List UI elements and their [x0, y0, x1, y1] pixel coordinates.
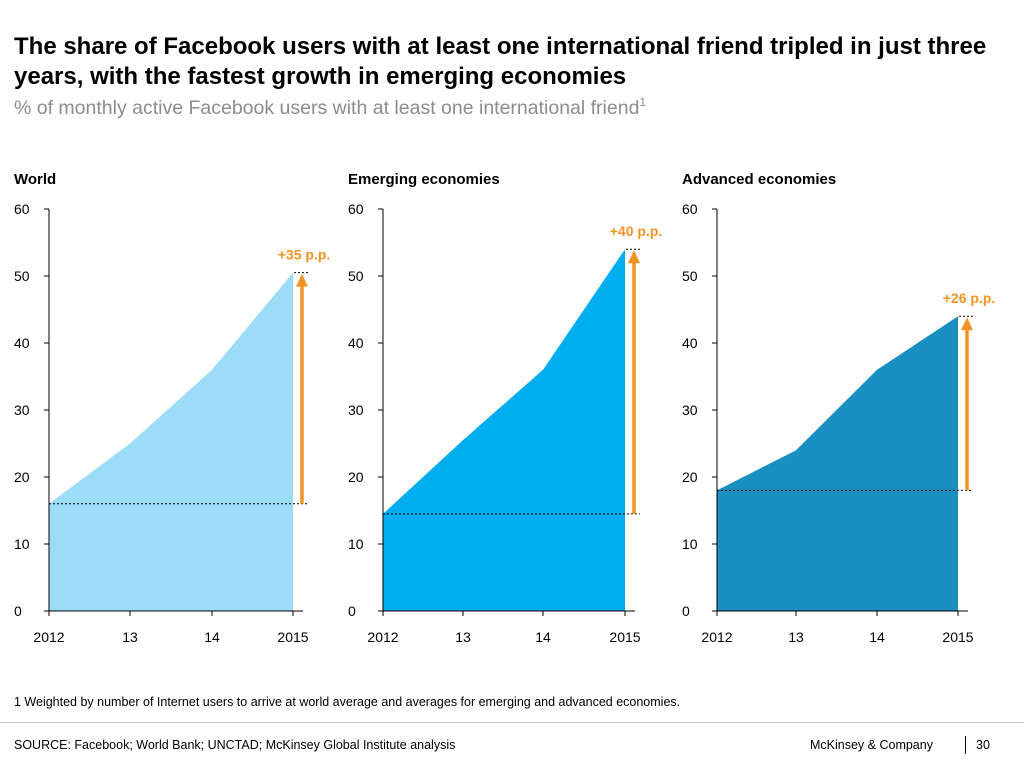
y-tick-label: 40: [14, 335, 30, 351]
slide-subtitle: % of monthly active Facebook users with …: [14, 95, 647, 120]
y-tick-label: 30: [682, 402, 698, 418]
charts-area: 0 10 20 30 40 50 60 2012 13 14 2015 +35 p.p. 0 10 20 30…: [14, 201, 995, 645]
x-tick-label: 2015: [277, 629, 308, 645]
y-tick-label: 0: [682, 603, 690, 619]
page-number: 30: [976, 738, 990, 752]
panel-title-emerging: Emerging economies: [348, 171, 500, 188]
y-tick-label: 60: [14, 201, 30, 217]
y-tick-label: 10: [14, 536, 30, 552]
y-tick-label: 40: [682, 335, 698, 351]
x-tick-label: 2015: [942, 629, 973, 645]
y-tick-label: 50: [682, 268, 698, 284]
area-series: [383, 249, 625, 611]
x-tick-label: 14: [869, 629, 885, 645]
slide-title: The share of Facebook users with at leas…: [14, 33, 987, 90]
x-tick-label: 2012: [701, 629, 732, 645]
chart-panel-0: 0 10 20 30 40 50 60 2012 13 14 2015 +35 p.p.: [14, 201, 330, 645]
y-tick-label: 10: [682, 536, 698, 552]
y-tick-label: 20: [14, 469, 30, 485]
y-tick-label: 20: [348, 469, 364, 485]
source-note: SOURCE: Facebook; World Bank; UNCTAD; Mc…: [14, 738, 456, 752]
panel-title-world: World: [14, 171, 57, 188]
y-tick-label: 30: [14, 402, 30, 418]
x-tick-label: 13: [788, 629, 804, 645]
area-series: [717, 316, 958, 611]
footer-separator: [965, 736, 966, 754]
subtitle-footnote-marker: 1: [639, 95, 647, 109]
y-tick-label: 50: [348, 268, 364, 284]
panel-title-advanced: Advanced economies: [682, 171, 837, 188]
footnote: 1 Weighted by number of Internet users t…: [14, 695, 681, 709]
company-name: McKinsey & Company: [810, 738, 933, 752]
footer-divider: [0, 722, 1024, 723]
growth-arrow-head: [296, 273, 308, 287]
y-tick-label: 0: [348, 603, 356, 619]
x-tick-label: 2012: [367, 629, 398, 645]
y-tick-label: 0: [14, 603, 22, 619]
y-tick-label: 60: [682, 201, 698, 217]
growth-annotation-label: +26 p.p.: [943, 290, 996, 306]
x-tick-label: 13: [455, 629, 471, 645]
y-tick-label: 40: [348, 335, 364, 351]
y-tick-label: 30: [348, 402, 364, 418]
x-tick-label: 13: [122, 629, 138, 645]
chart-panel-1: 0 10 20 30 40 50 60 2012 13 14 2015 +40 p.p.: [348, 201, 662, 645]
y-tick-label: 20: [682, 469, 698, 485]
x-tick-label: 14: [535, 629, 551, 645]
growth-arrow-head: [628, 250, 640, 264]
subtitle-text: % of monthly active Facebook users with …: [14, 97, 640, 119]
area-series: [49, 272, 293, 611]
y-tick-label: 60: [348, 201, 364, 217]
x-tick-label: 2012: [33, 629, 64, 645]
x-tick-label: 2015: [609, 629, 640, 645]
x-tick-label: 14: [204, 629, 220, 645]
y-tick-label: 50: [14, 268, 30, 284]
growth-arrow-head: [961, 317, 973, 331]
chart-panel-2: 0 10 20 30 40 50 60 2012 13 14 2015 +26 p.p.: [682, 201, 995, 645]
y-tick-label: 10: [348, 536, 364, 552]
growth-annotation-label: +40 p.p.: [610, 223, 663, 239]
growth-annotation-label: +35 p.p.: [278, 247, 331, 263]
